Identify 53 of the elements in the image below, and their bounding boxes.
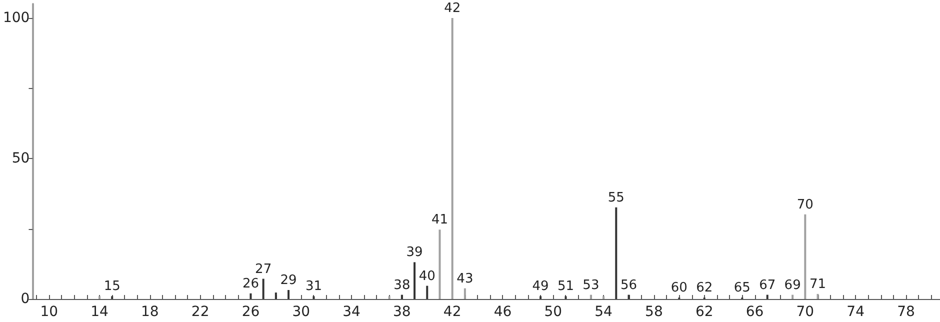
x-tick-label: 62	[695, 304, 714, 320]
x-tick-label: 14	[90, 304, 108, 320]
annotation: 69	[784, 278, 801, 293]
x-tick-label: 66	[746, 304, 764, 320]
x-tick-label: 70	[796, 304, 814, 320]
annotation: 65	[734, 280, 750, 296]
annotation: 40	[418, 268, 436, 284]
annotation: 56	[620, 278, 638, 293]
x-tick-label: 10	[40, 304, 58, 320]
bar	[426, 286, 428, 299]
annotation: 26	[242, 276, 259, 292]
x-tick-label: 46	[494, 304, 512, 320]
annotation: 29	[280, 273, 297, 288]
annotation: 15	[104, 279, 120, 294]
bar	[414, 262, 416, 299]
annotation: 53	[582, 278, 600, 293]
bar	[438, 230, 441, 299]
annotation: 43	[456, 271, 474, 286]
bar	[464, 288, 466, 299]
x-tick-label: 54	[594, 304, 613, 320]
x-tick-label: 38	[393, 304, 411, 320]
annotation: 42	[444, 1, 461, 16]
annotation: 27	[255, 262, 272, 277]
annotation: 70	[796, 197, 814, 212]
x-tick-label: 26	[242, 304, 260, 320]
annotation: 41	[431, 212, 448, 228]
bar	[451, 18, 454, 299]
annotation: 55	[608, 190, 624, 206]
y-tick-label: 0	[20, 291, 30, 307]
bar	[262, 278, 264, 299]
y-tick-label: 50	[12, 150, 30, 167]
bar	[288, 290, 290, 299]
annotation: 67	[759, 278, 776, 293]
x-tick-label: 18	[141, 304, 159, 320]
annotation: 71	[809, 276, 826, 292]
x-tick-label: 78	[897, 304, 915, 320]
annotation: 60	[670, 280, 688, 296]
bar	[615, 207, 618, 299]
annotation: 38	[394, 278, 410, 293]
x-tick-label: 30	[292, 304, 310, 320]
annotation: 49	[532, 279, 549, 294]
annotation: 39	[406, 245, 423, 260]
bar	[804, 214, 806, 299]
x-tick-label: 74	[846, 304, 865, 320]
x-tick-label: 42	[443, 304, 462, 320]
y-tick-label: 100	[2, 10, 30, 26]
annotation: 31	[305, 279, 322, 294]
x-tick-label: 58	[645, 304, 663, 320]
x-tick-label: 34	[342, 304, 361, 320]
annotation: 51	[557, 279, 574, 294]
x-tick-label: 22	[191, 304, 210, 320]
x-tick-label: 50	[544, 304, 562, 320]
annotation: 62	[696, 280, 713, 296]
